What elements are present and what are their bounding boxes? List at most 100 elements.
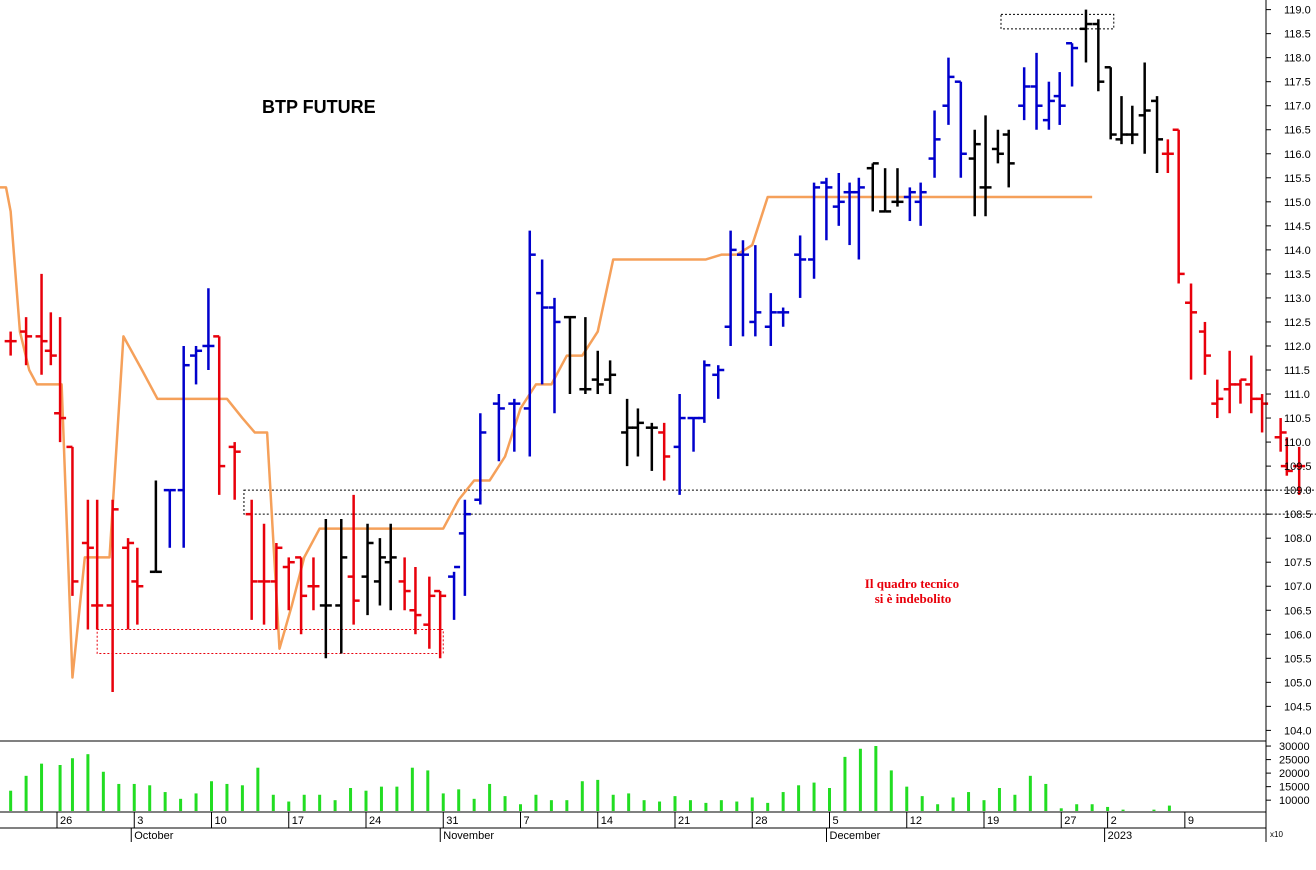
ohlc-bar bbox=[645, 422, 658, 471]
ohlc-bar bbox=[673, 394, 686, 495]
ohlc-bar bbox=[604, 360, 617, 395]
ohlc-bar bbox=[1030, 52, 1043, 130]
day-label: 2 bbox=[1111, 815, 1117, 827]
ohlc-bar bbox=[270, 542, 283, 630]
ohlc-bar bbox=[4, 331, 17, 356]
ohlc-bar bbox=[579, 317, 592, 395]
volume-tick-label: 30000 bbox=[1279, 741, 1310, 753]
month-label: November bbox=[443, 830, 494, 842]
ohlc-bar bbox=[106, 499, 119, 692]
day-label: 19 bbox=[987, 815, 999, 827]
ohlc-bar bbox=[1234, 378, 1247, 404]
price-tick-label: 116.0 bbox=[1284, 149, 1311, 161]
ohlc-bar bbox=[942, 57, 955, 125]
volume-tick-label: 15000 bbox=[1279, 782, 1310, 794]
price-tick-label: 113.0 bbox=[1284, 293, 1311, 305]
ohlc-bar bbox=[820, 177, 833, 241]
price-tick-label: 106.0 bbox=[1284, 629, 1312, 641]
day-label: 28 bbox=[755, 815, 767, 827]
day-label: 31 bbox=[446, 815, 458, 827]
ohlc-bar bbox=[190, 345, 203, 385]
price-tick-label: 115.0 bbox=[1284, 197, 1311, 209]
ohlc-bar bbox=[764, 293, 777, 346]
channel-upper-line bbox=[0, 186, 1093, 679]
price-tick-label: 105.0 bbox=[1284, 677, 1312, 689]
ohlc-bar bbox=[1198, 321, 1211, 375]
chart-title: BTP FUTURE bbox=[262, 97, 376, 117]
ohlc-bar bbox=[213, 335, 226, 495]
ohlc-bar bbox=[508, 398, 521, 452]
ohlc-bar bbox=[409, 567, 422, 635]
ohlc-bar bbox=[1256, 394, 1269, 433]
ohlc-bar bbox=[1293, 446, 1306, 495]
annotation-line-2: si è indebolito bbox=[875, 591, 952, 606]
day-label: 14 bbox=[601, 815, 613, 827]
price-tick-label: 111.0 bbox=[1284, 389, 1310, 401]
ohlc-bar bbox=[91, 499, 104, 630]
price-tick-label: 110.0 bbox=[1284, 437, 1311, 449]
ohlc-bar bbox=[954, 80, 967, 178]
ohlc-bar bbox=[698, 360, 711, 423]
price-tick-label: 114.0 bbox=[1284, 245, 1311, 257]
ohlc-bar bbox=[149, 480, 162, 574]
ohlc-bar bbox=[1151, 96, 1164, 173]
price-tick-label: 109.5 bbox=[1284, 461, 1312, 473]
ohlc-bar bbox=[458, 499, 471, 596]
day-label: 12 bbox=[910, 815, 922, 827]
ohlc-bar bbox=[523, 230, 536, 457]
ohlc-bar bbox=[434, 589, 447, 659]
ohlc-bar bbox=[631, 408, 644, 457]
ohlc-bar bbox=[591, 350, 604, 395]
ohlc-bar bbox=[1104, 66, 1117, 140]
day-label: 27 bbox=[1064, 815, 1076, 827]
ohlc-bar bbox=[1161, 139, 1174, 173]
ohlc-bar bbox=[245, 499, 258, 620]
volume-bars bbox=[9, 746, 1171, 811]
ohlc-bar bbox=[1066, 41, 1079, 87]
ohlc-bar bbox=[1018, 67, 1031, 121]
price-tick-label: 118.0 bbox=[1284, 53, 1311, 65]
ohlc-bar bbox=[891, 168, 904, 207]
ohlc-bar bbox=[808, 182, 821, 279]
ohlc-bar bbox=[54, 317, 67, 443]
price-tick-label: 108.0 bbox=[1284, 533, 1312, 545]
price-boxes bbox=[96, 13, 1316, 655]
ohlc-bar bbox=[448, 565, 461, 620]
ohlc-bars bbox=[4, 9, 1306, 692]
volume-tick-label: 10000 bbox=[1279, 795, 1310, 807]
ohlc-bar bbox=[1211, 379, 1224, 419]
ohlc-bar bbox=[1002, 129, 1015, 188]
price-tick-label: 116.5 bbox=[1284, 125, 1311, 137]
ohlc-bar bbox=[1053, 72, 1066, 125]
ohlc-bar bbox=[423, 576, 436, 649]
price-tick-label: 112.5 bbox=[1284, 317, 1311, 329]
ohlc-bar bbox=[794, 235, 807, 298]
ohlc-bar bbox=[474, 413, 487, 505]
price-tick-label: 111.5 bbox=[1284, 365, 1310, 377]
ohlc-bar bbox=[866, 162, 879, 212]
ohlc-bar bbox=[373, 538, 386, 606]
volume-tick-label: 20000 bbox=[1279, 768, 1310, 780]
ohlc-bar bbox=[347, 494, 360, 625]
day-label: 7 bbox=[524, 815, 530, 827]
price-tick-label: 117.0 bbox=[1284, 101, 1311, 113]
ohlc-bar bbox=[712, 365, 725, 399]
ohlc-bar bbox=[307, 557, 320, 611]
price-tick-label: 108.5 bbox=[1284, 509, 1312, 521]
day-label: 3 bbox=[137, 815, 143, 827]
channel-line bbox=[0, 186, 1093, 679]
day-label: 9 bbox=[1188, 815, 1194, 827]
ohlc-bar bbox=[852, 177, 865, 260]
price-tick-label: 119.0 bbox=[1284, 5, 1311, 17]
ohlc-bar bbox=[832, 172, 845, 226]
price-tick-label: 117.5 bbox=[1284, 77, 1311, 89]
ohlc-bar bbox=[563, 315, 576, 395]
day-label: 26 bbox=[60, 815, 72, 827]
ohlc-bar bbox=[177, 345, 190, 548]
ohlc-bar bbox=[736, 240, 749, 337]
ohlc-bar bbox=[1126, 105, 1139, 145]
ohlc-bar bbox=[979, 115, 992, 217]
